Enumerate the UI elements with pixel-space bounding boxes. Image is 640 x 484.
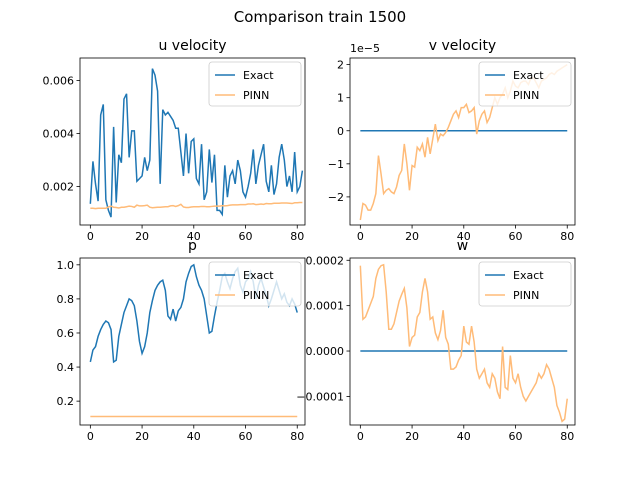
y-tick-label: −0.0001 (296, 390, 344, 403)
y-tick-label: 0.004 (43, 128, 75, 141)
legend-label-pinn: PINN (243, 289, 269, 302)
x-tick-label: 20 (135, 230, 149, 243)
legend-label-exact: Exact (243, 69, 274, 82)
x-tick-label: 0 (87, 230, 94, 243)
y-tick-label: 0.4 (57, 361, 75, 374)
y-tick-label: 0.6 (57, 327, 75, 340)
y-tick-label: 0.0000 (306, 345, 345, 358)
chart-title: u velocity (158, 38, 226, 54)
y-tick-label: 0.0002 (306, 254, 345, 267)
x-tick-label: 0 (357, 430, 364, 443)
chart-0: 0 20 40 60 80 0.002 0.004 0.006 u velocity Exact P… (43, 38, 306, 243)
chart-title: v velocity (429, 38, 496, 54)
axes-frame (349, 257, 576, 426)
legend-label-exact: Exact (513, 69, 544, 82)
x-tick-label: 80 (560, 430, 574, 443)
series-line-exact (89, 68, 304, 218)
x-tick-label: 80 (290, 430, 304, 443)
x-tick-label: 60 (239, 430, 253, 443)
x-tick-label: 60 (509, 430, 523, 443)
axes-frame (349, 57, 576, 226)
legend-label-pinn: PINN (243, 89, 269, 102)
legend: Exact PINN (208, 261, 302, 307)
figure-title: Comparison train 1500 (233, 8, 407, 26)
x-tick-label: 0 (357, 230, 364, 243)
x-tick-label: 0 (87, 430, 94, 443)
axes-frame (79, 257, 306, 426)
series-line-pinn (359, 263, 568, 423)
legend-label-pinn: PINN (513, 289, 539, 302)
legend: Exact PINN (478, 261, 572, 307)
y-tick-label: 0.2 (57, 395, 75, 408)
x-tick-label: 40 (457, 230, 471, 243)
y-tick-label: 1.0 (57, 259, 75, 272)
x-tick-label: 60 (509, 230, 523, 243)
legend: Exact PINN (478, 61, 572, 107)
y-tick-label: 0.8 (57, 293, 75, 306)
legend-label-exact: Exact (513, 269, 544, 282)
x-tick-label: 40 (187, 230, 201, 243)
x-tick-label: 60 (239, 230, 253, 243)
y-tick-label: 2 (337, 59, 344, 72)
chart-3: 0 20 40 60 80 −0.0001 0.0000 0.0001 0.0002 w Exact… (296, 238, 576, 443)
y-tick-label: 0.0001 (306, 300, 345, 313)
chart-1: 0 20 40 60 80 −2 −1 0 1 2 1e−5 v velocity Exact PINN (328, 38, 576, 243)
y-tick-label: 0.002 (43, 181, 75, 194)
y-offset-label: 1e−5 (350, 42, 380, 55)
axes-frame (79, 57, 306, 226)
legend-label-pinn: PINN (513, 89, 539, 102)
chart-title: p (188, 238, 197, 254)
x-tick-label: 20 (405, 230, 419, 243)
y-tick-label: 1 (337, 92, 344, 105)
chart-title: w (457, 238, 468, 254)
x-tick-label: 80 (560, 230, 574, 243)
chart-2: 0 20 40 60 80 0.2 0.4 0.6 0.8 1.0 p Exact PINN (57, 238, 306, 443)
x-tick-label: 20 (135, 430, 149, 443)
legend-label-exact: Exact (243, 269, 274, 282)
y-tick-label: −1 (328, 158, 344, 171)
x-tick-label: 80 (290, 230, 304, 243)
x-tick-label: 40 (457, 430, 471, 443)
y-tick-label: −2 (328, 191, 344, 204)
legend: Exact PINN (208, 61, 302, 107)
y-tick-label: 0 (337, 125, 344, 138)
x-tick-label: 40 (187, 430, 201, 443)
series-line-pinn (90, 201, 303, 210)
x-tick-label: 20 (405, 430, 419, 443)
y-tick-label: 0.006 (43, 75, 75, 88)
